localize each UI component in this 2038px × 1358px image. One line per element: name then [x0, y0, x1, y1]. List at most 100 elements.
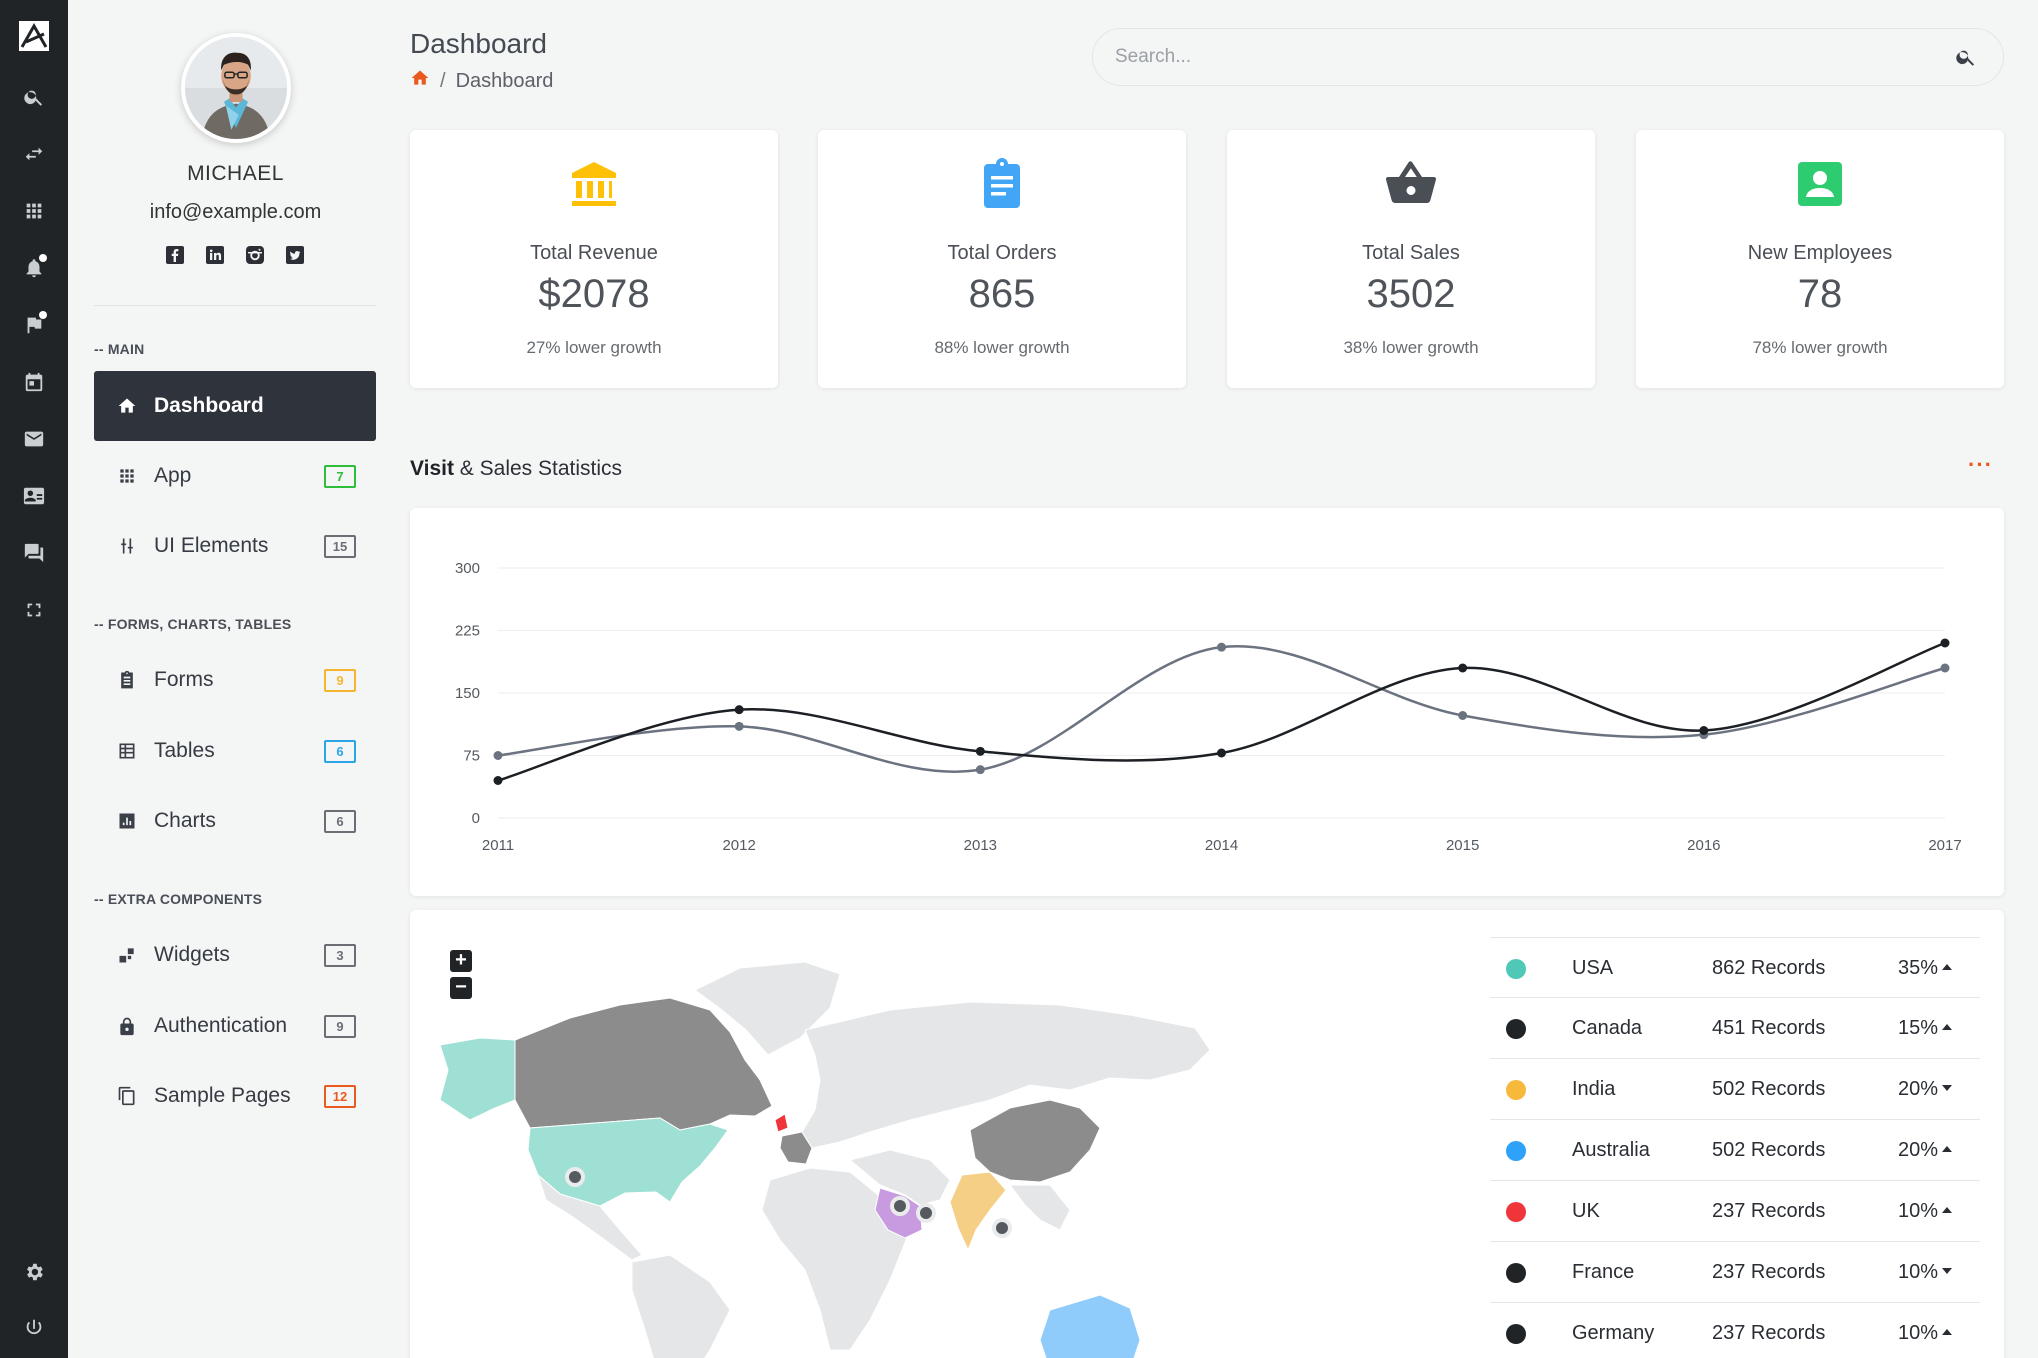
legend-row: France 237 Records 10%	[1490, 1242, 1980, 1303]
x-tick-label: 2016	[1687, 837, 1720, 854]
stat-growth: 88% lower growth	[934, 338, 1070, 357]
swap-icon[interactable]	[20, 140, 48, 168]
sidebar-item-app[interactable]: App 7	[94, 441, 376, 511]
stat-value: $2078	[538, 272, 650, 316]
map-region	[801, 1001, 1211, 1149]
legend-country: India	[1572, 1078, 1616, 1100]
data-point	[493, 751, 503, 760]
legend-country: Canada	[1572, 1017, 1643, 1039]
twitter-icon[interactable]	[285, 245, 305, 265]
sidebar-item-label: Dashboard	[154, 394, 264, 417]
user-email: info@example.com	[149, 201, 322, 223]
lock-icon	[116, 1015, 138, 1037]
sliders-icon	[116, 535, 138, 557]
social-links	[165, 245, 305, 265]
trend-down-icon	[1942, 1085, 1952, 1091]
legend-row: Germany 237 Records 10%	[1490, 1303, 1980, 1358]
page-title: Dashboard	[410, 28, 547, 59]
apps-icon	[116, 465, 138, 487]
sidebar-item-ui-elements[interactable]: UI Elements 15	[94, 511, 376, 581]
breadcrumb-current: Dashboard	[455, 69, 554, 92]
legend-dot	[1506, 1080, 1526, 1100]
x-tick-label: 2012	[722, 837, 755, 854]
avatar[interactable]	[181, 33, 291, 143]
stat-label: Total Sales	[1362, 242, 1460, 264]
section-label-extra: -- EXTRA COMPONENTS	[94, 891, 263, 907]
section-title-rest: & Sales Statistics	[453, 457, 623, 480]
sidebar-item-dashboard[interactable]: Dashboard	[94, 371, 376, 441]
legend-percent: 15%	[1898, 1017, 1939, 1039]
data-point	[1940, 638, 1950, 648]
clipboard-list-icon	[974, 156, 1030, 212]
section-title: Visit & Sales Statistics	[410, 457, 622, 481]
data-point	[1217, 748, 1226, 758]
zoom-in-button[interactable]: +	[450, 950, 472, 972]
series-line	[497, 641, 1946, 782]
sidebar-item-widgets[interactable]: Widgets 3	[94, 920, 376, 990]
fullscreen-icon[interactable]	[20, 596, 48, 624]
breadcrumb-separator: /	[440, 69, 446, 92]
legend-row: USA 862 Records 35%	[1490, 937, 1980, 998]
bell-icon[interactable]	[20, 254, 48, 282]
power-icon[interactable]	[20, 1314, 48, 1342]
legend-country: USA	[1572, 957, 1614, 979]
more-options-button[interactable]: ···	[1968, 452, 1993, 477]
sidebar-item-label: UI Elements	[154, 534, 269, 557]
sidebar-item-tables[interactable]: Tables 6	[94, 716, 376, 786]
line-chart: 0 75 150 225 300 2011 2012 2013 2014 2015 2016 2017	[455, 560, 1962, 854]
sidebar-item-forms[interactable]: Forms 9	[94, 645, 376, 715]
map-marker	[992, 1218, 1012, 1238]
icon-rail	[0, 0, 68, 1358]
map-region	[694, 961, 841, 1056]
legend-dot	[1506, 1019, 1526, 1039]
bar-chart-icon	[116, 810, 138, 832]
home-icon[interactable]	[410, 68, 440, 94]
facebook-icon[interactable]	[165, 245, 185, 265]
search-bar	[1092, 28, 2004, 86]
section-label-main: -- MAIN	[94, 341, 145, 357]
data-point	[1458, 663, 1468, 673]
map-marker	[565, 1167, 585, 1187]
legend-row: India 502 Records 20%	[1490, 1059, 1980, 1120]
contact-card-icon[interactable]	[20, 482, 48, 510]
notification-dot	[39, 254, 47, 262]
data-point	[734, 721, 744, 731]
basket-icon	[1383, 156, 1439, 212]
badge-count: 9	[324, 669, 356, 692]
x-tick-label: 2013	[964, 837, 997, 854]
stat-card-revenue: Total Revenue $2078 27% lower growth	[410, 130, 778, 388]
chat-icon[interactable]	[20, 539, 48, 567]
legend-row: Australia 502 Records 20%	[1490, 1120, 1980, 1181]
trend-up-icon	[1942, 1146, 1952, 1152]
instagram-icon[interactable]	[245, 245, 265, 265]
sidebar-item-authentication[interactable]: Authentication 9	[94, 991, 376, 1061]
badge-count: 7	[324, 465, 356, 488]
linkedin-icon[interactable]	[205, 245, 225, 265]
apps-icon[interactable]	[20, 197, 48, 225]
calendar-icon[interactable]	[20, 368, 48, 396]
data-point	[975, 746, 985, 756]
sidebar-item-sample-pages[interactable]: Sample Pages 12	[94, 1061, 376, 1131]
legend-dot	[1506, 1263, 1526, 1283]
world-map-panel: + −	[410, 910, 2004, 1358]
sidebar-item-label: Forms	[154, 668, 214, 691]
flag-icon[interactable]	[20, 311, 48, 339]
badge-count: 15	[324, 535, 356, 558]
data-point	[975, 765, 985, 775]
map-region-uk	[774, 1113, 789, 1133]
search-icon[interactable]	[1955, 46, 1977, 68]
legend-percent: 10%	[1898, 1200, 1939, 1222]
map-region	[848, 1149, 951, 1206]
mail-icon[interactable]	[20, 425, 48, 453]
logo-icon[interactable]	[18, 20, 50, 52]
search-input[interactable]	[1115, 29, 1935, 85]
sidebar-item-label: Authentication	[154, 1014, 288, 1037]
zoom-out-button[interactable]: −	[450, 977, 472, 999]
y-tick-label: 225	[455, 623, 480, 640]
data-point	[734, 705, 744, 715]
sidebar-item-charts[interactable]: Charts 6	[94, 786, 376, 856]
stat-card-orders: Total Orders 865 88% lower growth	[818, 130, 1186, 388]
search-icon[interactable]	[20, 83, 48, 111]
legend-percent: 35%	[1898, 957, 1939, 979]
settings-icon[interactable]	[20, 1258, 48, 1286]
